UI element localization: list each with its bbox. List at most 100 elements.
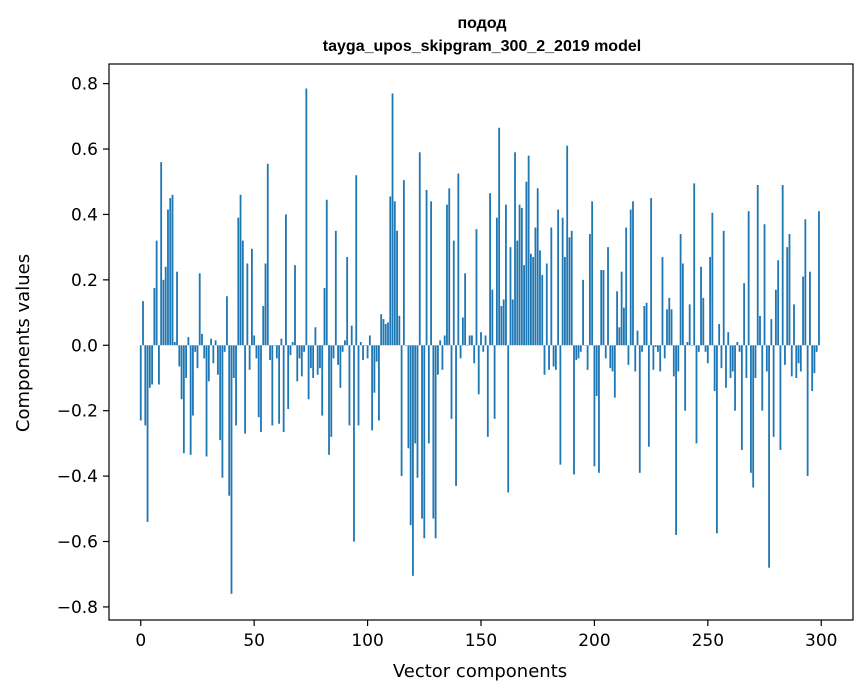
bar <box>387 322 389 346</box>
bar <box>704 345 707 352</box>
bar <box>384 324 387 346</box>
y-tick-label: −0.2 <box>57 402 98 422</box>
bar <box>216 345 219 375</box>
bar <box>534 227 537 346</box>
bar <box>795 345 798 378</box>
bar <box>629 209 632 346</box>
bar <box>176 271 178 346</box>
bar <box>761 345 764 411</box>
bar <box>282 345 285 432</box>
bar <box>269 345 271 360</box>
bar <box>659 345 662 372</box>
x-tick-label: 0 <box>135 631 146 651</box>
bar <box>498 127 501 346</box>
bar <box>763 224 766 346</box>
bar <box>668 297 671 346</box>
bar <box>162 279 165 346</box>
bar <box>264 263 267 346</box>
bar <box>482 345 485 352</box>
bar <box>355 175 358 346</box>
bar <box>248 345 251 370</box>
y-axis-label: Components values <box>13 254 34 432</box>
bar <box>657 345 659 352</box>
bar <box>321 345 324 416</box>
bar <box>221 345 224 478</box>
bar <box>495 217 498 346</box>
bar <box>285 214 287 346</box>
bar <box>788 234 791 346</box>
bar <box>602 270 605 346</box>
bar <box>718 324 721 346</box>
bar <box>609 345 612 369</box>
bar <box>702 297 705 346</box>
bar <box>545 263 548 346</box>
bar <box>241 240 244 346</box>
bar <box>466 345 469 346</box>
bar <box>738 345 741 352</box>
bar <box>278 345 281 424</box>
bar <box>575 345 578 360</box>
bar <box>716 345 718 534</box>
y-tick-label: −0.4 <box>57 467 98 487</box>
bar <box>346 256 349 346</box>
bar <box>700 266 702 346</box>
bar <box>330 345 333 437</box>
bar <box>416 345 419 478</box>
bar <box>736 342 739 346</box>
bar <box>167 209 169 346</box>
bar <box>541 274 544 346</box>
bar <box>144 345 147 426</box>
bar <box>731 345 734 372</box>
bar <box>339 345 342 388</box>
bar <box>364 345 367 346</box>
bar <box>389 196 392 346</box>
bar <box>774 289 777 346</box>
chart-title: подод <box>457 15 506 32</box>
y-tick-label: 0.8 <box>71 75 98 95</box>
bar <box>219 345 222 441</box>
bar <box>777 260 780 346</box>
bar <box>502 299 505 346</box>
bar <box>464 273 467 346</box>
bar <box>509 247 512 346</box>
bar <box>729 345 732 378</box>
bar <box>486 345 489 437</box>
bar <box>670 309 673 346</box>
bar <box>151 345 153 385</box>
bar <box>604 345 607 359</box>
bar <box>686 342 689 346</box>
bar <box>169 198 172 346</box>
bar <box>557 209 560 346</box>
bar <box>303 345 305 352</box>
bar <box>695 345 698 444</box>
bar <box>754 345 757 378</box>
bar <box>620 271 623 346</box>
bar <box>720 345 723 369</box>
bar <box>627 345 630 365</box>
y-tick-label: −0.8 <box>57 598 98 618</box>
bar <box>588 234 591 346</box>
bar <box>666 309 668 346</box>
bar <box>536 188 539 346</box>
bar <box>500 306 503 346</box>
bar <box>520 207 523 346</box>
bar <box>745 345 748 378</box>
x-axis-ticks: 0 50 100 150 200 250 300 <box>135 620 837 651</box>
bar <box>414 345 417 444</box>
bar <box>790 345 793 377</box>
bar <box>641 345 643 352</box>
bar <box>616 291 618 346</box>
bar <box>393 201 396 346</box>
bar <box>752 345 755 488</box>
bar <box>811 345 814 392</box>
bar <box>334 230 337 346</box>
bar <box>164 266 167 346</box>
bar <box>804 219 807 346</box>
bar <box>818 211 820 346</box>
bar <box>362 345 364 360</box>
bar <box>350 325 353 346</box>
y-tick-label: 0.6 <box>71 140 98 160</box>
bar <box>316 345 319 375</box>
bar <box>570 230 573 346</box>
bar <box>475 229 478 346</box>
